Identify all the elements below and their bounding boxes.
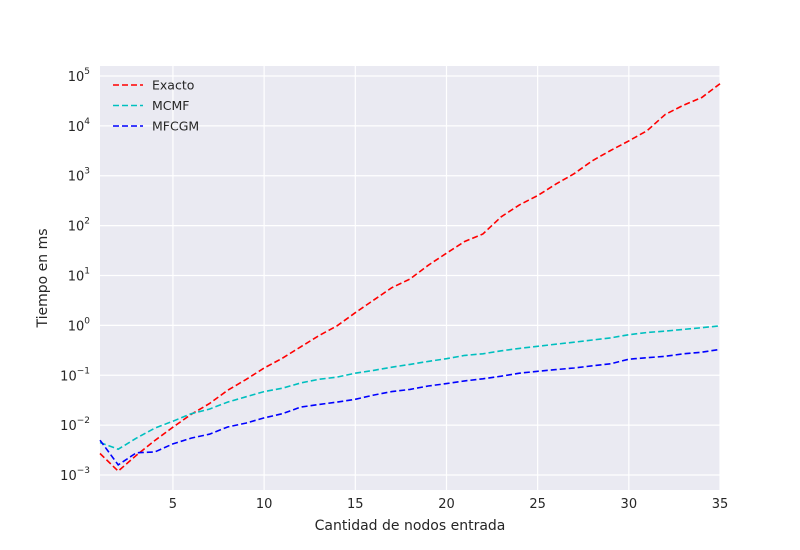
y-tick-base: 10 <box>68 220 85 235</box>
y-tick-label: 101 <box>68 267 90 285</box>
x-tick-label: 30 <box>621 497 638 512</box>
x-tick-label: 25 <box>529 497 546 512</box>
legend-label-mfcgm: MFCGM <box>152 119 199 134</box>
legend: Exacto MCMF MFCGM <box>113 78 199 134</box>
y-tick-exponent: −2 <box>77 416 90 426</box>
x-tick-label: 35 <box>712 497 729 512</box>
y-tick-label: 10−3 <box>60 466 90 484</box>
y-tick-label: 100 <box>68 316 91 334</box>
y-tick-base: 10 <box>60 419 77 434</box>
y-tick-exponent: −3 <box>77 466 90 476</box>
y-tick-label: 10−2 <box>60 416 90 434</box>
y-axis-label: Tiempo en ms <box>35 228 51 328</box>
legend-label-mcmf: MCMF <box>152 98 190 113</box>
y-tick-base: 10 <box>60 469 77 484</box>
x-tick-label: 20 <box>438 497 455 512</box>
x-tick-label: 10 <box>256 497 273 512</box>
plot-background <box>100 66 720 490</box>
y-tick-base: 10 <box>68 120 85 135</box>
y-tick-base: 10 <box>68 170 85 185</box>
grid-lines <box>100 66 721 490</box>
y-tick-base: 10 <box>68 270 85 285</box>
y-tick-label: 103 <box>68 167 90 185</box>
y-tick-exponent: −1 <box>77 366 90 376</box>
series-line-exacto <box>99 83 721 473</box>
y-tick-label: 104 <box>68 117 91 135</box>
series-line-mfcgm <box>99 348 721 466</box>
series-lines <box>99 83 721 473</box>
x-tick-label: 5 <box>169 497 177 512</box>
y-tick-exponent: 4 <box>84 117 90 127</box>
y-tick-base: 10 <box>68 70 85 85</box>
x-tick-label: 15 <box>347 497 364 512</box>
y-tick-exponent: 5 <box>84 67 90 77</box>
y-tick-exponent: 1 <box>84 267 90 277</box>
x-axis-label: Cantidad de nodos entrada <box>315 518 506 534</box>
y-tick-exponent: 3 <box>84 167 90 177</box>
series-line-mcmf <box>99 325 721 451</box>
y-tick-label: 102 <box>68 217 90 235</box>
y-tick-label: 105 <box>68 67 90 85</box>
y-tick-exponent: 2 <box>84 217 90 227</box>
y-tick-exponent: 0 <box>84 316 90 326</box>
legend-label-exacto: Exacto <box>152 78 194 93</box>
y-tick-base: 10 <box>68 319 85 334</box>
x-tick-labels: 5 10 15 20 25 30 35 <box>169 497 728 512</box>
y-tick-label: 10−1 <box>60 366 90 384</box>
y-tick-base: 10 <box>60 369 77 384</box>
